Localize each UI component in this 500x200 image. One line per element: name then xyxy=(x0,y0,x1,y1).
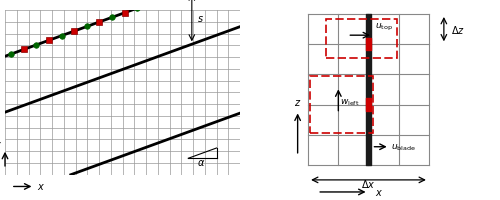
Text: $y$: $y$ xyxy=(0,139,2,151)
Bar xyxy=(326,20,397,58)
Text: $x$: $x$ xyxy=(36,182,45,192)
Text: $\Delta x$: $\Delta x$ xyxy=(361,178,376,189)
Text: $x$: $x$ xyxy=(374,187,382,197)
Text: $u_{\rm blade}$: $u_{\rm blade}$ xyxy=(391,142,416,152)
Text: $w_{\rm left}$: $w_{\rm left}$ xyxy=(340,97,359,107)
Bar xyxy=(310,76,373,134)
Text: $u_{\rm top}$: $u_{\rm top}$ xyxy=(374,21,392,33)
Text: $\alpha$: $\alpha$ xyxy=(197,157,205,167)
Text: $\Delta z$: $\Delta z$ xyxy=(452,24,466,36)
Text: $z$: $z$ xyxy=(294,97,302,107)
Text: $s$: $s$ xyxy=(197,13,204,23)
